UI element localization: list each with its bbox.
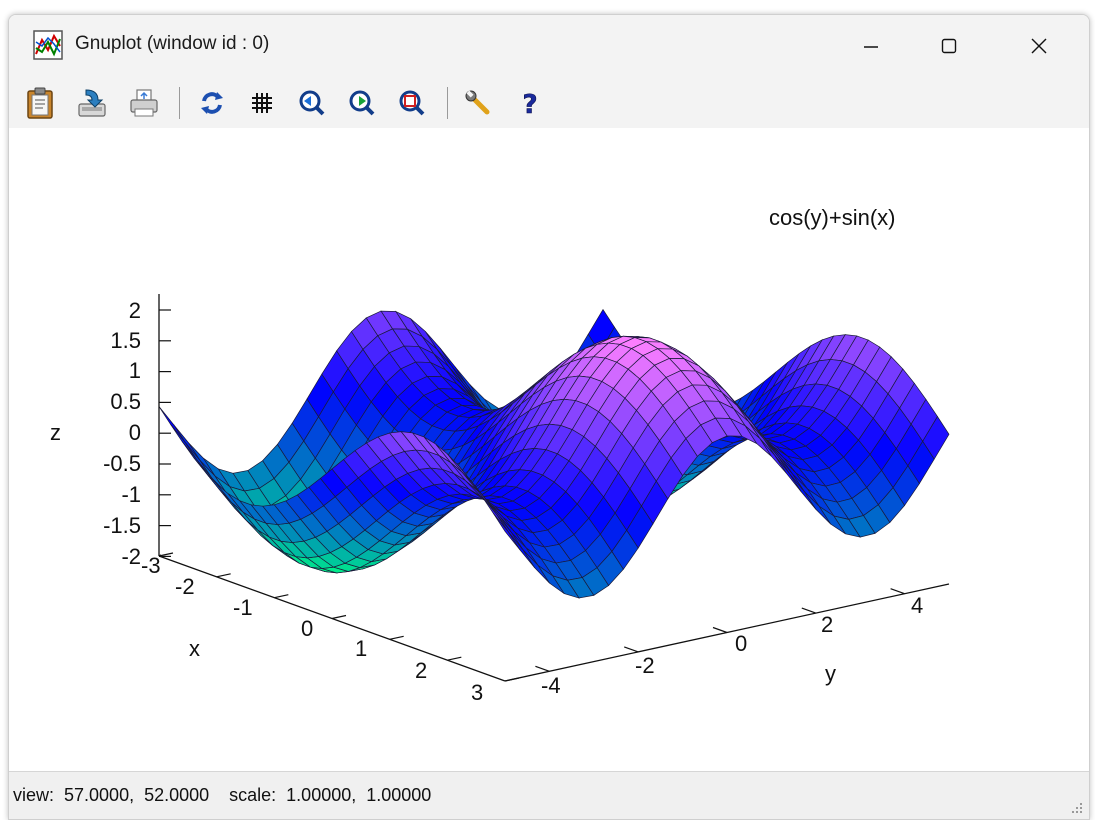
z-tick-label: -1 bbox=[121, 482, 141, 507]
tick-mark bbox=[623, 646, 639, 653]
tick-mark bbox=[801, 607, 817, 614]
gnuplot-window: Gnuplot (window id : 0) bbox=[8, 14, 1090, 820]
grid-button[interactable] bbox=[245, 86, 279, 120]
y-axis-label: y bbox=[825, 661, 836, 686]
x-tick-label: 1 bbox=[355, 636, 367, 661]
tick-mark bbox=[890, 588, 905, 595]
z-tick-label: -1.5 bbox=[103, 513, 141, 538]
clipboard-button[interactable] bbox=[23, 86, 57, 120]
z-tick-label: 0.5 bbox=[110, 389, 141, 414]
tick-mark bbox=[504, 677, 520, 682]
minimize-icon bbox=[864, 46, 878, 48]
z-tick-labels: 2 1.5 1 0.5 0 -0.5 -1 -1.5 -2 bbox=[103, 298, 141, 569]
y-tick-label: 2 bbox=[821, 612, 833, 637]
z-tick-label: 2 bbox=[129, 298, 141, 323]
surface-facet bbox=[173, 424, 201, 461]
print-button[interactable] bbox=[127, 86, 161, 120]
clipboard-icon bbox=[27, 87, 53, 119]
z-tick-label: 0 bbox=[129, 420, 141, 445]
printer-icon bbox=[130, 89, 158, 117]
toolbar-separator bbox=[447, 87, 448, 119]
y-tick-labels: -4 -2 0 2 4 bbox=[541, 593, 923, 698]
svg-text:?: ? bbox=[522, 90, 537, 118]
maximize-button[interactable] bbox=[917, 15, 981, 77]
plot-area[interactable]: cos(y)+sin(x) z x y 2 1.5 1 0.5 0 -0.5 -… bbox=[9, 128, 1089, 771]
x-tick-label: 0 bbox=[301, 616, 313, 641]
maximize-icon bbox=[941, 38, 957, 54]
y-tick-label: -4 bbox=[541, 673, 561, 698]
tick-mark bbox=[535, 665, 550, 672]
tick-mark bbox=[216, 573, 231, 578]
close-icon bbox=[1031, 38, 1047, 54]
help-button[interactable]: ? bbox=[513, 86, 547, 120]
zoom-previous-button[interactable] bbox=[295, 86, 329, 120]
z-axis-label: z bbox=[50, 420, 61, 445]
window-title: Gnuplot (window id : 0) bbox=[75, 33, 270, 54]
zoom-fit-icon bbox=[399, 90, 425, 116]
status-text: view: 57.0000, 52.0000 scale: 1.00000, 1… bbox=[13, 785, 432, 805]
save-button[interactable] bbox=[75, 86, 109, 120]
x-tick-label: 2 bbox=[415, 658, 427, 683]
x-tick-label: -2 bbox=[175, 574, 195, 599]
tick-mark bbox=[389, 635, 404, 640]
x-axis-label: x bbox=[189, 636, 200, 661]
tick-mark bbox=[712, 626, 728, 634]
x-tick-label: -1 bbox=[233, 595, 253, 620]
y-tick-label: 0 bbox=[735, 631, 747, 656]
z-tick-label: -2 bbox=[121, 544, 141, 569]
legend-label: cos(y)+sin(x) bbox=[769, 205, 896, 230]
z-tick-label: -0.5 bbox=[103, 451, 141, 476]
toolbar-separator bbox=[179, 87, 180, 119]
tick-marks bbox=[158, 309, 905, 682]
z-tick-label: 1 bbox=[129, 358, 141, 383]
tick-mark bbox=[331, 614, 347, 620]
gnuplot-app-icon bbox=[33, 30, 63, 60]
zoom-forward-icon bbox=[349, 90, 375, 116]
autoscale-button[interactable] bbox=[395, 86, 429, 120]
close-button[interactable] bbox=[1007, 15, 1071, 77]
z-tick-label: 1.5 bbox=[110, 328, 141, 353]
status-bar: view: 57.0000, 52.0000 scale: 1.00000, 1… bbox=[9, 771, 1089, 819]
y-tick-label: 4 bbox=[911, 593, 923, 618]
help-icon: ? bbox=[522, 90, 538, 118]
x-tick-label: -3 bbox=[141, 553, 161, 578]
y-tick-label: -2 bbox=[635, 653, 655, 678]
toolbar: ? bbox=[9, 77, 1089, 128]
replot-button[interactable] bbox=[195, 86, 229, 120]
surface-facet bbox=[493, 513, 521, 550]
x-tick-label: 3 bbox=[471, 680, 483, 705]
surface-mesh bbox=[158, 308, 950, 599]
tick-mark bbox=[447, 656, 462, 661]
options-button[interactable] bbox=[461, 86, 495, 120]
wrench-icon bbox=[465, 90, 490, 115]
tick-mark bbox=[158, 552, 174, 557]
tick-mark bbox=[274, 594, 289, 599]
zoom-back-icon bbox=[299, 90, 325, 116]
surface-plot: cos(y)+sin(x) z x y 2 1.5 1 0.5 0 -0.5 -… bbox=[50, 205, 950, 705]
x-tick-labels: -3 -2 -1 0 1 2 3 bbox=[141, 553, 483, 705]
resize-grip-icon[interactable] bbox=[1071, 802, 1083, 814]
surface-facet bbox=[188, 442, 216, 477]
grid-icon bbox=[252, 93, 272, 113]
refresh-icon bbox=[201, 92, 223, 114]
save-icon bbox=[78, 89, 106, 117]
zoom-next-button[interactable] bbox=[345, 86, 379, 120]
minimize-button[interactable] bbox=[839, 15, 903, 77]
title-bar[interactable]: Gnuplot (window id : 0) bbox=[9, 15, 1089, 77]
